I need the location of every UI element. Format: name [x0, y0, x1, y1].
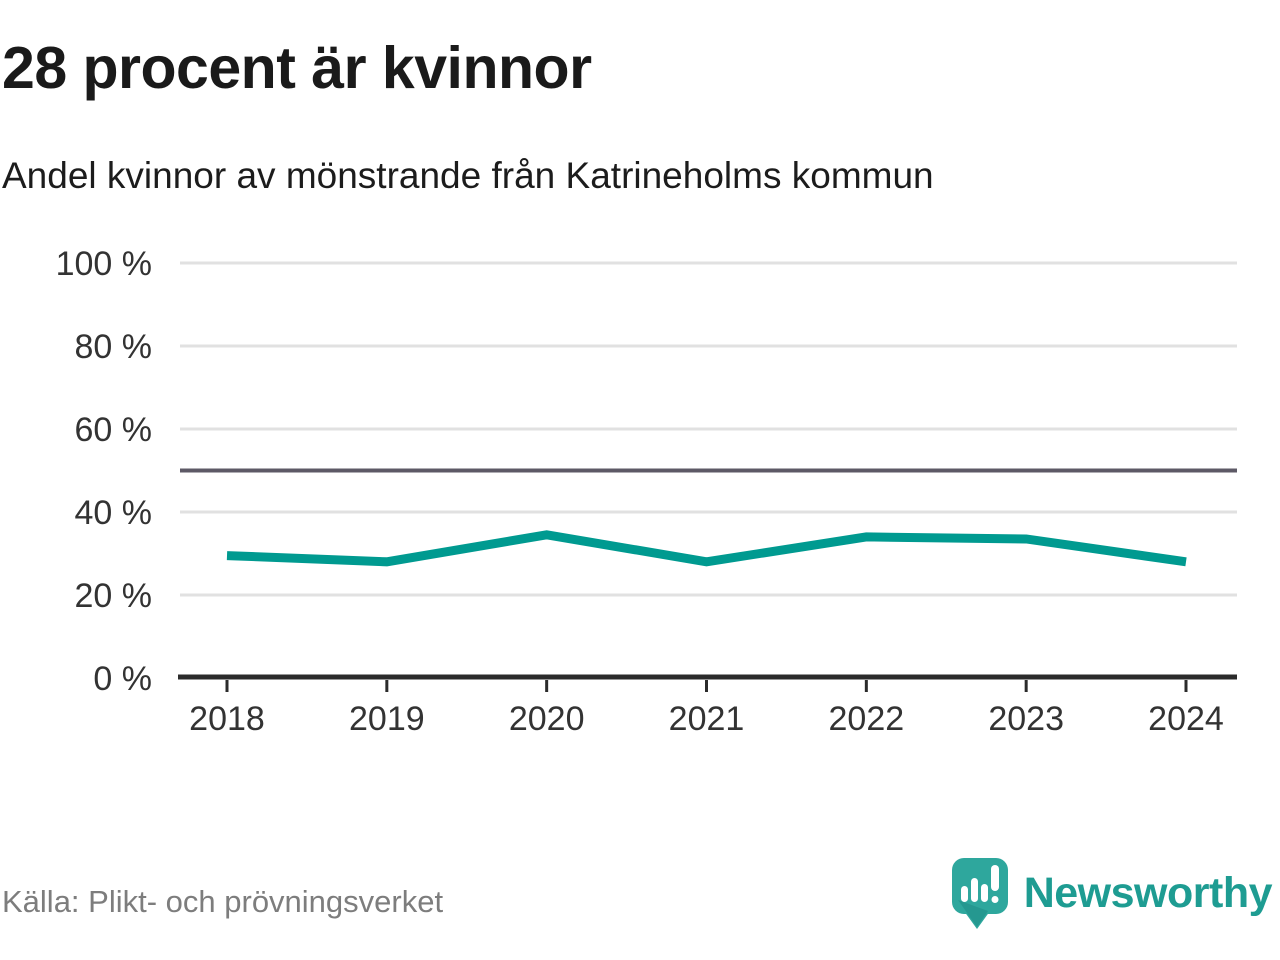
source-label: Källa: Plikt- och prövningsverket	[2, 884, 444, 919]
y-axis-tick-label: 20 %	[75, 577, 153, 615]
y-axis-tick-label: 40 %	[75, 494, 153, 532]
chart-subtitle: Andel kvinnor av mönstrande från Katrine…	[2, 155, 934, 196]
data-line	[226, 530, 1187, 567]
y-axis-tick-label: 100 %	[56, 245, 152, 283]
x-axis-tick-label: 2023	[988, 700, 1064, 738]
x-axis-tick-label: 2018	[189, 700, 265, 738]
y-axis-tick-label: 0 %	[93, 660, 152, 698]
x-axis-tick-label: 2021	[669, 700, 745, 738]
newsworthy-logo-icon	[951, 858, 1008, 929]
newsworthy-brand: Newsworthy	[950, 856, 1273, 930]
chart-title: 28 procent är kvinnor	[2, 35, 592, 101]
x-axis-tick-label: 2019	[349, 700, 425, 738]
y-axis-tick-label: 60 %	[75, 411, 153, 449]
x-axis-tick-label: 2024	[1148, 700, 1224, 738]
x-axis-tick-label: 2020	[509, 700, 585, 738]
brand-name: Newsworthy	[1023, 868, 1273, 917]
y-axis-tick-label: 80 %	[75, 328, 153, 366]
x-axis-tick-label: 2022	[829, 700, 905, 738]
